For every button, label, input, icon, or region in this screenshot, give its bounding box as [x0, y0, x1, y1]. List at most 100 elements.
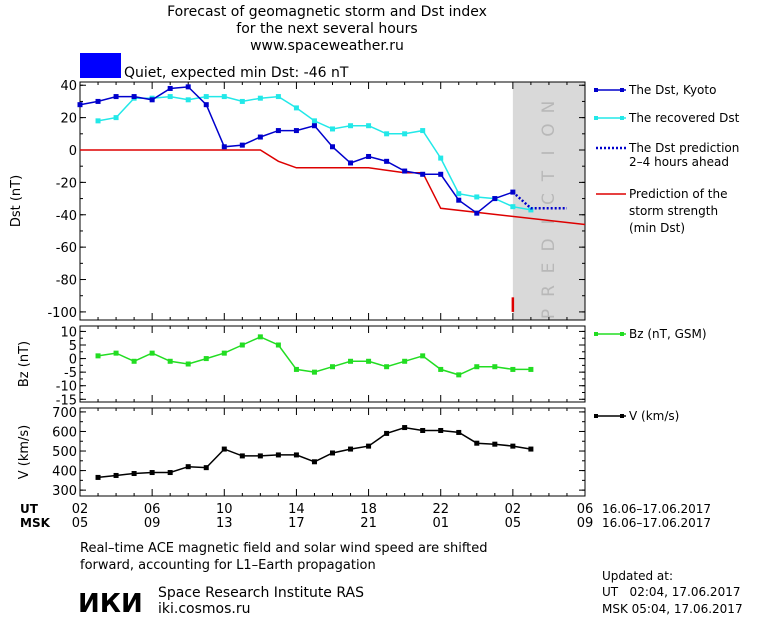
kyoto-dst-point	[77, 102, 83, 108]
updated-ut: UT 02:04, 17.06.2017	[602, 585, 740, 599]
legend-label-prediction-1: The Dst prediction	[628, 141, 739, 155]
ut-tick-label: 02	[505, 502, 522, 517]
dst-legend: The Dst, Kyoto The recovered Dst The Dst…	[594, 83, 740, 235]
bz-legend: Bz (nT, GSM)	[594, 327, 707, 341]
recovered-dst-point	[474, 194, 480, 200]
speed-point	[510, 443, 516, 449]
dst-panel: P RE D I CT I ON 40 20 0 -20 -40 -60 -80 -100 Dst (nT…	[9, 79, 586, 321]
speed-point	[149, 470, 155, 476]
y-tick-label: -60	[56, 241, 77, 256]
bz-point	[384, 364, 390, 370]
speed-line	[97, 426, 532, 479]
bz-point	[113, 350, 119, 356]
speed-point	[95, 474, 101, 480]
bz-point	[528, 366, 534, 372]
recovered-dst-point	[95, 118, 101, 124]
speed-point	[474, 440, 480, 446]
kyoto-dst-point	[330, 144, 335, 150]
bz-point	[492, 364, 498, 370]
speed-point	[293, 452, 299, 458]
speed-point	[311, 459, 317, 465]
msk-tick-label: 09	[577, 516, 594, 531]
kyoto-dst-point	[420, 171, 426, 177]
legend-entry-prediction: The Dst prediction 2–4 hours ahead	[596, 141, 739, 169]
recovered-dst-point	[510, 204, 516, 210]
y-tick-label: -80	[56, 274, 77, 289]
chart-title-line2: for the next several hours	[236, 21, 417, 37]
site-url: www.spaceweather.ru	[250, 38, 404, 54]
bz-point	[95, 353, 101, 359]
recovered-dst-point	[221, 94, 227, 100]
y-tick-label: 300	[52, 484, 77, 499]
kyoto-dst-point	[492, 196, 498, 202]
bz-point	[203, 356, 209, 362]
bz-point	[366, 358, 372, 364]
recovered-dst-point	[420, 128, 426, 134]
kyoto-dst-point	[311, 123, 317, 129]
bz-point	[330, 364, 335, 370]
kyoto-dst-point	[293, 128, 299, 134]
bz-point	[239, 342, 245, 348]
bz-point	[348, 358, 354, 364]
msk-tick-label: 01	[432, 516, 449, 531]
y-tick-label: -15	[56, 393, 77, 408]
kyoto-dst-point	[348, 160, 354, 166]
legend-label-storm-3: (min Dst)	[629, 221, 685, 235]
ut-tick-label: 14	[288, 502, 305, 517]
speed-point	[131, 471, 137, 477]
speed-point	[203, 465, 209, 471]
msk-tick-label: 09	[144, 516, 161, 531]
msk-range-label: 16.06–17.06.2017	[602, 516, 711, 530]
dst-prediction-line	[512, 191, 567, 210]
y-tick-label: 10	[60, 325, 77, 340]
y-tick-label: -20	[56, 176, 77, 191]
legend-entry-recovered: The recovered Dst	[594, 111, 740, 125]
ut-tick-label: 22	[432, 502, 449, 517]
storm-strength-line	[80, 149, 586, 226]
bz-point	[221, 350, 227, 356]
speed-point	[402, 425, 408, 431]
recovered-dst-point	[185, 97, 191, 103]
kyoto-dst-point	[384, 158, 390, 164]
footnote-line2: forward, accounting for L1–Earth propaga…	[80, 558, 376, 573]
chart-title-line1: Forecast of geomagnetic storm and Dst in…	[167, 4, 487, 20]
status-swatch	[80, 53, 121, 78]
recovered-dst-point	[113, 115, 119, 121]
speed-point	[420, 427, 426, 433]
kyoto-dst-point	[510, 189, 516, 195]
recovered-dst-point	[257, 95, 263, 101]
y-tick-label: -100	[47, 306, 77, 321]
recovered-dst-point	[402, 131, 408, 137]
y-tick-label: -40	[56, 209, 77, 224]
bz-axis-label: Bz (nT)	[17, 341, 32, 387]
kyoto-dst-point	[221, 144, 227, 150]
msk-tick-label: 05	[72, 516, 89, 531]
speed-point	[456, 429, 462, 435]
recovered-dst-point	[239, 98, 245, 104]
recovered-dst-point	[293, 105, 299, 111]
kyoto-dst-point	[474, 210, 480, 216]
msk-tick-label: 05	[505, 516, 522, 531]
bz-point	[167, 358, 173, 364]
msk-tick-label: 13	[216, 516, 233, 531]
recovered-dst-point	[348, 123, 354, 129]
speed-point	[348, 446, 354, 452]
speed-point	[275, 452, 281, 458]
dst-panel-frame	[79, 81, 586, 321]
kyoto-dst-point	[203, 102, 209, 108]
speed-point	[528, 446, 534, 452]
bz-point	[149, 350, 155, 356]
bz-point	[185, 361, 191, 367]
ut-tick-label: 18	[360, 502, 377, 517]
recovered-dst-point	[275, 94, 281, 100]
prediction-letter: I	[539, 219, 559, 224]
speed-legend: V (km/s)	[594, 409, 679, 423]
prediction-band	[512, 82, 585, 320]
recovered-dst-point	[167, 94, 173, 100]
msk-tick-label: 17	[288, 516, 305, 531]
y-tick-label: -5	[64, 366, 77, 381]
bz-point	[131, 358, 137, 364]
legend-entry-storm: Prediction of the storm strength (min Ds…	[596, 187, 728, 235]
